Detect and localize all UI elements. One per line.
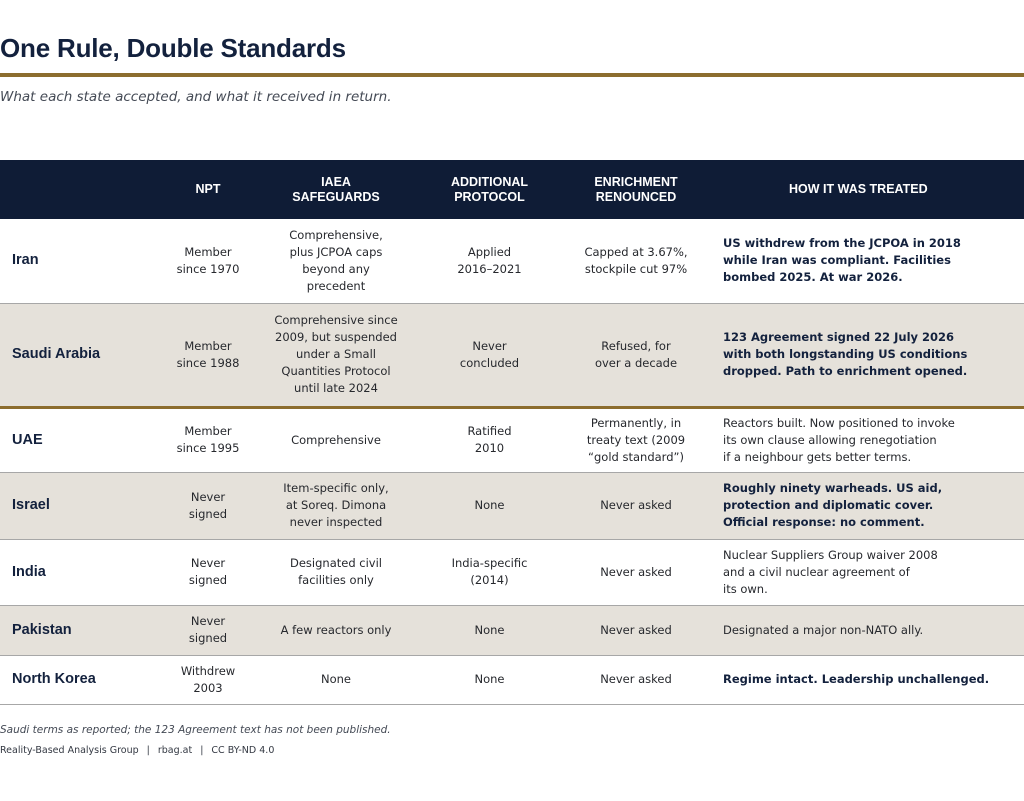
enrichment-renounced-cell: Never asked [600,622,672,637]
additional-protocol-cell: None [474,622,505,637]
column-header-enrichment-renounced: ENRICHMENT RENOUNCED [594,174,678,204]
credits-line: Reality-Based Analysis Group | rbag.at | CC … [0,745,274,756]
treatment-cell: US withdrew from the JCPOA in 2018 while… [723,236,961,285]
country-name: UAE [12,431,43,448]
license-text: CC BY-ND 4.0 [211,745,275,756]
table-row-saudi-arabia: Saudi Arabia Member since 1988 Comprehen… [0,303,1024,407]
table-header: NPT IAEA SAFEGUARDS ADDITIONAL PROTOCOL … [0,160,1024,219]
treatment-cell: Regime intact. Leadership unchallenged. [723,672,990,686]
additional-protocol-cell: Never concluded [459,338,520,370]
additional-protocol-cell: Applied 2016–2021 [457,244,522,276]
enrichment-renounced-cell: Permanently, in treaty text (2009 “gold … [586,415,686,464]
country-name: Pakistan [12,621,72,638]
column-header-country [0,160,162,219]
npt-cell: Never signed [188,556,228,587]
column-header-how-it-was-treated: HOW IT WAS TREATED [789,182,928,196]
table-row-israel: Israel Never signed Item-specific only, … [0,472,1024,539]
country-name: Iran [12,252,39,269]
npt-cell: Member since 1995 [176,424,240,455]
additional-protocol-cell: India-specific (2014) [451,556,528,587]
website-link[interactable]: rbag.at [157,745,193,756]
iaea-safeguards-cell: Comprehensive [291,432,381,447]
iaea-safeguards-cell: None [320,672,351,686]
iaea-safeguards-cell: A few reactors only [280,622,392,637]
iaea-safeguards-cell: Designated civil facilities only [289,556,382,587]
iaea-safeguards-cell: Item-specific only, at Soreq. Dimona nev… [283,481,389,529]
enrichment-renounced-cell: Capped at 3.67%, stockpile cut 97% [584,244,688,276]
country-name: Saudi Arabia [12,346,101,362]
npt-cell: Never signed [188,489,228,521]
country-name: North Korea [12,671,96,687]
column-header-additional-protocol: ADDITIONAL PROTOCOL [450,174,529,204]
additional-protocol-cell: Ratified 2010 [467,424,512,455]
additional-protocol-cell: None [474,672,505,686]
column-header-iaea-safeguards: IAEA SAFEGUARDS [292,174,380,204]
footnote: Saudi terms as reported; the 123 Agreeme… [0,724,391,736]
treatment-cell: Designated a major non-NATO ally. [723,622,924,637]
enrichment-renounced-cell: Never asked [600,672,672,686]
treatment-cell: 123 Agreement signed 22 July 2026 with b… [723,330,968,378]
enrichment-renounced-cell: Refused, for over a decade [594,338,678,370]
title-divider [0,73,1024,77]
iaea-safeguards-cell: Comprehensive since 2009, but suspended … [274,313,398,395]
treatment-cell: Reactors built. Now positioned to invoke… [723,415,955,464]
comparison-table: NPT IAEA SAFEGUARDS ADDITIONAL PROTOCOL … [0,160,1024,705]
table-row-india: India Never signed Designated civil faci… [0,539,1024,605]
page-title: One Rule, Double Standards [0,33,346,63]
table-row-iran: Iran Member since 1970 Comprehensive, pl… [0,219,1024,303]
table-row-pakistan: Pakistan Never signed A few reactors onl… [0,605,1024,655]
page-subtitle: What each state accepted, and what it re… [0,89,392,105]
enrichment-renounced-cell: Never asked [600,564,672,579]
credits-separator: | [200,745,204,756]
npt-cell: Member since 1988 [176,338,240,370]
organization-name: Reality-Based Analysis Group [0,745,139,756]
column-header-npt: NPT [195,182,221,196]
treatment-cell: Roughly ninety warheads. US aid, protect… [723,481,943,529]
enrichment-renounced-cell: Never asked [600,498,672,512]
iaea-safeguards-cell: Comprehensive, plus JCPOA caps beyond an… [289,227,383,293]
npt-cell: Member since 1970 [176,244,240,276]
country-name: Israel [12,497,50,513]
additional-protocol-cell: None [474,498,505,512]
table-row-uae: UAE Member since 1995 Comprehensive Rati… [0,407,1024,472]
country-name: India [12,563,46,580]
npt-cell: Never signed [188,614,228,645]
table-row-north-korea: North Korea Withdrew 2003 None None Neve… [0,655,1024,704]
npt-cell: Withdrew 2003 [180,663,236,695]
credits-separator: | [146,745,150,756]
treatment-cell: Nuclear Suppliers Group waiver 2008 and … [723,547,938,596]
